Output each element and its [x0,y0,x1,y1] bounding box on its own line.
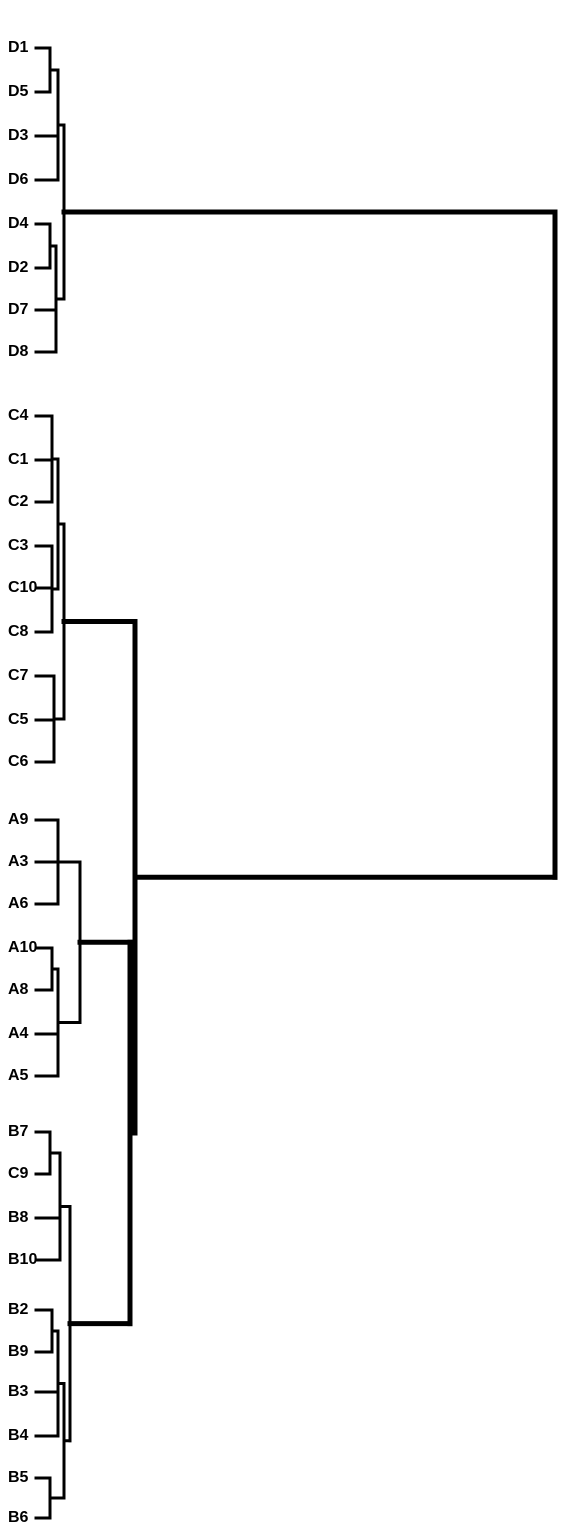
leaf-label: C9 [8,1165,29,1182]
leaf-label: B7 [8,1123,29,1140]
leaf-label: D8 [8,343,29,360]
leaf-label: B4 [8,1427,29,1444]
dendrogram-svg: D1 D5 D3 D6 D4 D2 D7 D8 C4 C1 C2 C3 C10 C8 C7 C5 C6 A9 A3 A… [0,0,567,1532]
leaf-label: A3 [8,853,29,870]
leaf-label: B6 [8,1509,29,1526]
leaf-label: D6 [8,171,29,188]
leaf-label: B8 [8,1209,29,1226]
leaf-label: A5 [8,1067,29,1084]
leaf-label: D1 [8,39,29,56]
leaf-label: C6 [8,753,29,770]
leaf-label: A10 [8,939,37,956]
leaf-label: B10 [8,1251,37,1268]
leaf-label: B2 [8,1301,29,1318]
leaf-label: D2 [8,259,29,276]
leaf-label: D5 [8,83,29,100]
leaf-label: A4 [8,1025,29,1042]
leaf-label: D7 [8,301,29,318]
leaf-label: D4 [8,215,29,232]
leaf-label: C2 [8,493,29,510]
leaf-label: C10 [8,579,37,596]
leaf-label: D3 [8,127,29,144]
leaf-label: B9 [8,1343,29,1360]
leaf-label: C3 [8,537,29,554]
leaf-label: B5 [8,1469,29,1486]
leaf-label: A6 [8,895,29,912]
leaf-label: C4 [8,407,29,424]
leaf-label: C5 [8,711,29,728]
leaf-label: A8 [8,981,29,998]
leaf-label: C7 [8,667,29,684]
leaf-label: C1 [8,451,29,468]
leaf-label: B3 [8,1383,29,1400]
leaf-label: C8 [8,623,29,640]
leaf-label: A9 [8,811,29,828]
